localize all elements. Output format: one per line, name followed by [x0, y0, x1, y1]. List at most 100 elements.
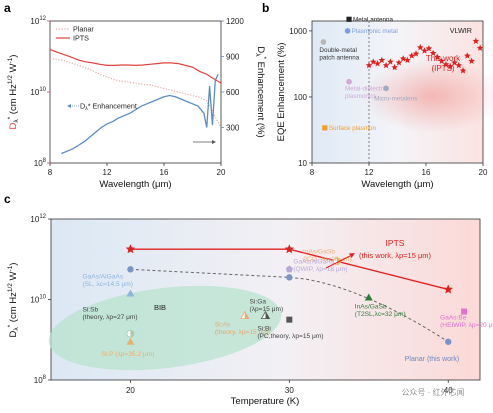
this-work-marker	[404, 56, 411, 64]
bib-label: BIB	[154, 303, 166, 312]
c-point-label: Si:As	[215, 322, 231, 329]
c-point-label: Si:Ga	[250, 299, 267, 306]
ipts-callout-label-1: IPTS	[386, 238, 405, 248]
c-marker	[126, 337, 135, 345]
a-y-left-tick-label: 1010	[30, 87, 46, 97]
bib-region	[48, 285, 282, 371]
this-work-marker	[438, 57, 445, 64]
c-point-label: Si:P (λp=35.2 μm)	[101, 351, 154, 358]
b-y-tick-label: 10	[298, 159, 307, 168]
b-point-label: Metal antenna	[353, 16, 393, 23]
this-work-marker	[399, 55, 407, 62]
b-x-tick-label: 16	[422, 168, 431, 177]
this-work-marker	[455, 61, 463, 69]
this-work-marker	[416, 44, 424, 51]
b-y-tick-label: 100	[294, 93, 308, 102]
planar-marker	[445, 338, 452, 345]
a-y-left-tick-label: 1012	[30, 16, 46, 26]
watermark: 公众号 · 红外芯闻	[401, 387, 464, 397]
c-point-label: Si:Bi	[257, 326, 271, 333]
series-d-enhancement	[61, 73, 219, 155]
panel-b-label: b	[262, 1, 269, 15]
b-point-label: Double-metal	[319, 47, 356, 54]
a-y-left-tick-label: 108	[34, 158, 47, 168]
c-point-label: GaAs:Be	[440, 315, 467, 322]
c-point-label: (SL, λc=14.5 μm)	[82, 281, 133, 288]
planar-marker	[127, 266, 134, 273]
this-work-marker	[408, 52, 416, 59]
a-y-right-tick-label: 900	[226, 53, 240, 62]
panel-b-x-axis-label: Wavelength (μm)	[361, 179, 433, 190]
c-point-label: (HEIWIP, λp=20 μm)	[440, 322, 493, 329]
this-work-marker	[382, 61, 390, 69]
this-work-marker	[446, 62, 454, 70]
ipts-callout-label-2: (this work, λp=15 μm)	[359, 251, 432, 260]
c-point-label: InAs/GaSb	[355, 303, 387, 310]
c-x-tick-label: 20	[126, 386, 135, 395]
panel-b: b VLWIR 8 12 16 20 10 100 1000 Metal antenna Pla…	[262, 1, 493, 190]
c-point-label: (theory, λp=27 μm)	[82, 314, 137, 321]
a-y-right-tick-label: 300	[226, 124, 240, 133]
enhancement-label: Dλ* Enhancement	[80, 102, 137, 113]
c-point-label: Si:Sb	[82, 307, 98, 314]
c-marker-fill	[265, 311, 270, 319]
this-work-marker	[425, 45, 433, 52]
planar-label: Planar (this work)	[405, 356, 459, 363]
panel-c-y-axis-label: Dλ* (cm Hz1/2 W-1)	[7, 263, 20, 338]
ipts-marker	[284, 244, 295, 254]
a-y-right-tick-label: 1200	[226, 17, 244, 26]
b-marker	[320, 39, 327, 45]
this-work-label-2: (IPTS)	[431, 64, 454, 73]
c-x-tick-label: 40	[444, 386, 453, 395]
panel-a-plot-area: 8 12 16 20 108 1010 1012 300 600 900 1200	[30, 16, 244, 177]
panel-a-y-left-label: Dλ* (cm Hz1/2 W-1)	[7, 55, 20, 130]
c-point-label: (ICQ, λc=18 μm)	[303, 256, 352, 263]
c-point-label: InAs/GaSb	[303, 248, 335, 255]
a-x-tick-label: 20	[217, 168, 226, 177]
c-point-label: (λp=15 μm)	[250, 306, 284, 313]
panel-a-frame	[49, 20, 222, 164]
c-marker	[285, 265, 293, 273]
c-marker	[364, 293, 373, 301]
a-x-tick-label: 16	[160, 168, 169, 177]
vlwir-label: VLWIR	[450, 26, 472, 35]
b-point-label: patch antenna	[319, 54, 359, 61]
a-x-tick-label: 8	[48, 168, 53, 177]
b-x-tick-label: 20	[479, 168, 488, 177]
this-work-marker	[378, 56, 386, 64]
a-y-right-tick-label: 600	[226, 88, 240, 97]
legend-ipts: IPTS	[73, 34, 89, 43]
c-point-label: (PC,theory, λp=15 μm)	[257, 333, 323, 340]
this-work-marker	[391, 63, 398, 71]
this-work-marker	[412, 50, 420, 57]
this-work-label-1: This work	[426, 54, 461, 63]
b-x-tick-label: 12	[365, 168, 374, 177]
b-marker	[322, 125, 328, 131]
panel-a: a 8 12 16 20 108 1010 1012 300 600 900 1200 Wavele…	[4, 1, 267, 190]
panel-a-legend: Planar IPTS	[56, 25, 94, 43]
panel-a-label: a	[4, 1, 11, 15]
b-y-tick-label: 1000	[289, 27, 307, 36]
c-point-label: GaAs/AlGaAs	[293, 258, 334, 265]
this-work-marker	[395, 59, 403, 66]
panel-c-label: c	[4, 192, 11, 206]
ipts-callout: IPTS (this work, λp=15 μm)	[325, 238, 432, 269]
c-marker	[126, 289, 135, 297]
this-work-marker	[429, 49, 437, 57]
panel-a-y-right-label: Dλ* Enhancement (%)	[254, 46, 267, 137]
this-work-marker	[387, 58, 394, 65]
ipts-marker	[125, 244, 136, 254]
this-work-marker	[374, 60, 381, 67]
c-marker-fill	[130, 330, 134, 338]
c-y-tick-label: 1012	[30, 214, 46, 224]
this-work-marker	[476, 44, 484, 51]
c-marker	[461, 308, 468, 315]
ipts-marker	[443, 284, 453, 294]
this-work-marker	[472, 37, 480, 44]
b-point-label: plasmonics	[345, 93, 377, 100]
b-x-tick-label: 8	[310, 168, 315, 177]
planar-curve	[130, 268, 449, 343]
